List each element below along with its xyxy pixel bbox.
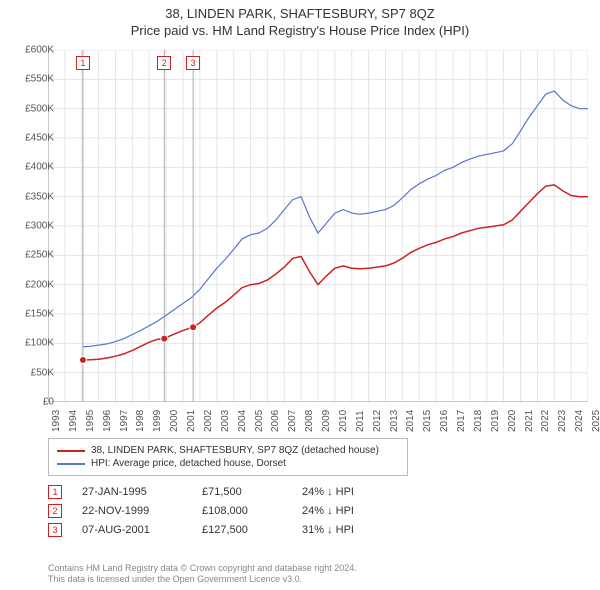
chart-marker-box: 3 xyxy=(186,56,200,70)
x-axis-tick: 2018 xyxy=(473,410,484,432)
x-axis-tick: 2005 xyxy=(254,410,265,432)
transaction-row: 3 07-AUG-2001 £127,500 31% ↓ HPI xyxy=(48,523,402,537)
title-subtitle: Price paid vs. HM Land Registry's House … xyxy=(0,23,600,38)
transactions-table: 1 27-JAN-1995 £71,500 24% ↓ HPI 2 22-NOV… xyxy=(48,480,402,542)
y-axis-tick: £0 xyxy=(43,397,54,408)
x-axis-tick: 1995 xyxy=(85,410,96,432)
chart-container: 38, LINDEN PARK, SHAFTESBURY, SP7 8QZ Pr… xyxy=(0,0,600,590)
transaction-price: £108,000 xyxy=(202,505,302,517)
transaction-date: 27-JAN-1995 xyxy=(82,486,202,498)
transaction-delta: 24% ↓ HPI xyxy=(302,486,402,498)
chart-marker-box: 1 xyxy=(76,56,90,70)
x-axis-tick: 2023 xyxy=(557,410,568,432)
y-axis-tick: £600K xyxy=(25,45,54,56)
y-axis-tick: £300K xyxy=(25,221,54,232)
footer-line2: This data is licensed under the Open Gov… xyxy=(48,574,357,586)
transaction-marker: 2 xyxy=(48,504,62,518)
transaction-row: 2 22-NOV-1999 £108,000 24% ↓ HPI xyxy=(48,504,402,518)
x-axis-tick: 1998 xyxy=(135,410,146,432)
x-axis-tick: 2019 xyxy=(490,410,501,432)
x-axis-tick: 2006 xyxy=(270,410,281,432)
y-axis-tick: £200K xyxy=(25,279,54,290)
legend-swatch-property xyxy=(57,450,85,452)
x-axis-tick: 2003 xyxy=(220,410,231,432)
chart-svg xyxy=(48,50,588,402)
y-axis-tick: £100K xyxy=(25,338,54,349)
footer-line1: Contains HM Land Registry data © Crown c… xyxy=(48,563,357,575)
x-axis-tick: 2025 xyxy=(591,410,600,432)
legend: 38, LINDEN PARK, SHAFTESBURY, SP7 8QZ (d… xyxy=(48,438,408,476)
transaction-marker: 3 xyxy=(48,523,62,537)
x-axis-tick: 2016 xyxy=(439,410,450,432)
y-axis-tick: £450K xyxy=(25,133,54,144)
y-axis-tick: £50K xyxy=(31,367,54,378)
x-axis-tick: 2015 xyxy=(422,410,433,432)
transaction-date: 07-AUG-2001 xyxy=(82,524,202,536)
x-axis-tick: 1999 xyxy=(152,410,163,432)
x-axis-tick: 2004 xyxy=(237,410,248,432)
legend-row-property: 38, LINDEN PARK, SHAFTESBURY, SP7 8QZ (d… xyxy=(57,445,399,456)
x-axis-tick: 2017 xyxy=(456,410,467,432)
x-axis-tick: 2001 xyxy=(186,410,197,432)
transaction-delta: 24% ↓ HPI xyxy=(302,505,402,517)
legend-row-hpi: HPI: Average price, detached house, Dors… xyxy=(57,458,399,469)
chart-marker-box: 2 xyxy=(157,56,171,70)
x-axis-tick: 1994 xyxy=(68,410,79,432)
title-address: 38, LINDEN PARK, SHAFTESBURY, SP7 8QZ xyxy=(0,6,600,21)
legend-swatch-hpi xyxy=(57,463,85,465)
chart-plot-area xyxy=(48,50,588,402)
y-axis-tick: £500K xyxy=(25,103,54,114)
x-axis-tick: 2024 xyxy=(574,410,585,432)
transaction-delta: 31% ↓ HPI xyxy=(302,524,402,536)
legend-label-property: 38, LINDEN PARK, SHAFTESBURY, SP7 8QZ (d… xyxy=(91,445,379,456)
title-block: 38, LINDEN PARK, SHAFTESBURY, SP7 8QZ Pr… xyxy=(0,0,600,38)
x-axis-tick: 2000 xyxy=(169,410,180,432)
x-axis-tick: 2007 xyxy=(287,410,298,432)
transaction-price: £127,500 xyxy=(202,524,302,536)
transaction-date: 22-NOV-1999 xyxy=(82,505,202,517)
x-axis-tick: 2021 xyxy=(524,410,535,432)
x-axis-tick: 1997 xyxy=(119,410,130,432)
transaction-row: 1 27-JAN-1995 £71,500 24% ↓ HPI xyxy=(48,485,402,499)
footer-attribution: Contains HM Land Registry data © Crown c… xyxy=(48,563,357,586)
x-axis-tick: 2012 xyxy=(372,410,383,432)
x-axis-tick: 2014 xyxy=(405,410,416,432)
x-axis-tick: 2020 xyxy=(507,410,518,432)
x-axis-tick: 2011 xyxy=(355,410,366,432)
y-axis-tick: £250K xyxy=(25,250,54,261)
transaction-price: £71,500 xyxy=(202,486,302,498)
x-axis-tick: 2008 xyxy=(304,410,315,432)
x-axis-tick: 1996 xyxy=(102,410,113,432)
y-axis-tick: £150K xyxy=(25,309,54,320)
transaction-marker: 1 xyxy=(48,485,62,499)
x-axis-tick: 2010 xyxy=(338,410,349,432)
y-axis-tick: £550K xyxy=(25,74,54,85)
legend-label-hpi: HPI: Average price, detached house, Dors… xyxy=(91,458,286,469)
x-axis-tick: 2013 xyxy=(389,410,400,432)
x-axis-tick: 2009 xyxy=(321,410,332,432)
x-axis-tick: 2002 xyxy=(203,410,214,432)
y-axis-tick: £400K xyxy=(25,162,54,173)
y-axis-tick: £350K xyxy=(25,191,54,202)
x-axis-tick: 1993 xyxy=(51,410,62,432)
x-axis-tick: 2022 xyxy=(540,410,551,432)
